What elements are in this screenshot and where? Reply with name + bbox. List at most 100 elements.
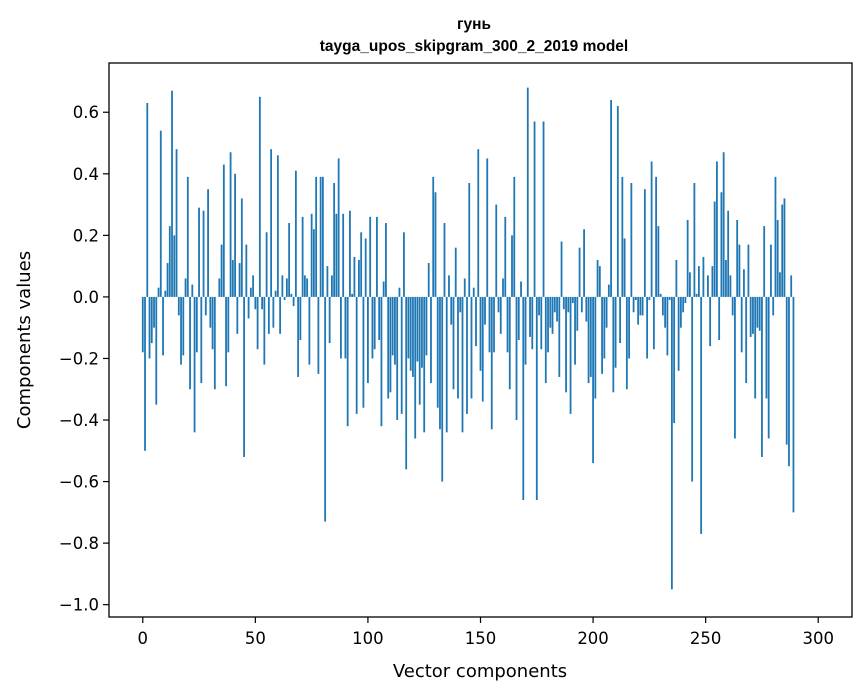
bar bbox=[153, 296, 155, 328]
bar bbox=[150, 296, 153, 344]
bar bbox=[666, 296, 669, 356]
bar bbox=[499, 296, 502, 334]
bar bbox=[772, 296, 775, 316]
bar bbox=[533, 121, 536, 297]
bar bbox=[616, 106, 619, 297]
bar bbox=[430, 296, 432, 384]
bar bbox=[650, 161, 653, 297]
bar bbox=[222, 164, 225, 297]
chart-title: гунь bbox=[457, 16, 491, 33]
bar bbox=[189, 296, 191, 390]
bar bbox=[479, 296, 482, 371]
bar bbox=[184, 278, 187, 297]
bar bbox=[454, 247, 457, 297]
bar bbox=[718, 296, 721, 340]
bar bbox=[549, 296, 552, 328]
bar bbox=[344, 296, 347, 359]
bar bbox=[580, 296, 583, 313]
bar bbox=[173, 235, 176, 297]
bar bbox=[466, 296, 468, 414]
y-axis: −1.0 −0.8 −0.6 −0.4 −0.2 0.0 0.2 0.4 0.6 bbox=[59, 103, 109, 615]
bar bbox=[587, 296, 590, 384]
bar bbox=[517, 296, 520, 340]
bar bbox=[765, 296, 768, 399]
bar bbox=[504, 216, 507, 297]
bar bbox=[270, 149, 273, 297]
bar bbox=[468, 183, 471, 297]
bar bbox=[231, 259, 234, 297]
bar bbox=[299, 296, 302, 340]
bar bbox=[598, 266, 601, 297]
bar bbox=[569, 296, 572, 414]
y-tick-label: −0.2 bbox=[59, 349, 99, 368]
bar bbox=[677, 296, 680, 371]
plot-frame bbox=[108, 62, 853, 618]
bar bbox=[610, 99, 612, 297]
bar bbox=[141, 296, 144, 353]
bar bbox=[432, 176, 435, 297]
bar bbox=[346, 296, 349, 427]
bar bbox=[540, 296, 543, 350]
bar bbox=[364, 238, 367, 297]
bar bbox=[312, 229, 315, 297]
bar bbox=[218, 278, 221, 297]
bar bbox=[405, 296, 408, 470]
x-axis: 0 50 100 150 200 250 300 bbox=[138, 617, 834, 648]
bar bbox=[603, 296, 606, 359]
bar bbox=[508, 296, 511, 390]
bar bbox=[524, 296, 527, 365]
bar bbox=[761, 296, 763, 457]
bar bbox=[423, 296, 426, 433]
bar bbox=[547, 296, 549, 353]
bar bbox=[502, 278, 504, 297]
bar bbox=[243, 296, 245, 457]
bar bbox=[619, 296, 621, 344]
y-tick-label: 0.4 bbox=[73, 165, 99, 184]
bar bbox=[317, 296, 320, 374]
bar bbox=[195, 296, 198, 353]
bar bbox=[403, 232, 405, 297]
bar bbox=[225, 296, 227, 387]
bar bbox=[445, 296, 448, 433]
y-axis-label: Components values bbox=[14, 251, 35, 429]
bar bbox=[292, 296, 295, 307]
bar bbox=[758, 296, 761, 331]
bar bbox=[155, 296, 158, 405]
bar bbox=[734, 296, 736, 439]
bar bbox=[274, 290, 277, 297]
bar bbox=[180, 296, 182, 365]
bar bbox=[544, 296, 547, 384]
bar bbox=[481, 296, 484, 402]
bar bbox=[774, 176, 777, 297]
bar bbox=[578, 247, 581, 297]
bar bbox=[747, 244, 750, 297]
bar bbox=[256, 296, 259, 350]
bar bbox=[670, 296, 673, 590]
bar bbox=[376, 216, 378, 297]
bar bbox=[738, 244, 741, 297]
bar bbox=[310, 213, 313, 297]
bar bbox=[353, 256, 356, 297]
bar bbox=[279, 296, 282, 334]
bar bbox=[641, 296, 644, 316]
bar bbox=[290, 293, 293, 297]
bar bbox=[526, 87, 529, 297]
bar bbox=[698, 266, 700, 297]
bar bbox=[200, 296, 203, 384]
bar bbox=[709, 296, 712, 347]
bar bbox=[486, 158, 489, 297]
bar bbox=[556, 296, 558, 322]
x-tick-label: 300 bbox=[802, 629, 834, 648]
bar bbox=[743, 269, 745, 297]
bar bbox=[387, 296, 390, 399]
bar bbox=[157, 287, 160, 297]
bar bbox=[308, 296, 311, 365]
bar bbox=[729, 275, 732, 297]
x-tick-label: 250 bbox=[690, 629, 722, 648]
bar bbox=[529, 296, 531, 337]
bar bbox=[493, 296, 495, 353]
bar bbox=[520, 281, 522, 297]
bar bbox=[371, 296, 374, 359]
bar bbox=[373, 296, 376, 350]
bar bbox=[756, 296, 759, 328]
